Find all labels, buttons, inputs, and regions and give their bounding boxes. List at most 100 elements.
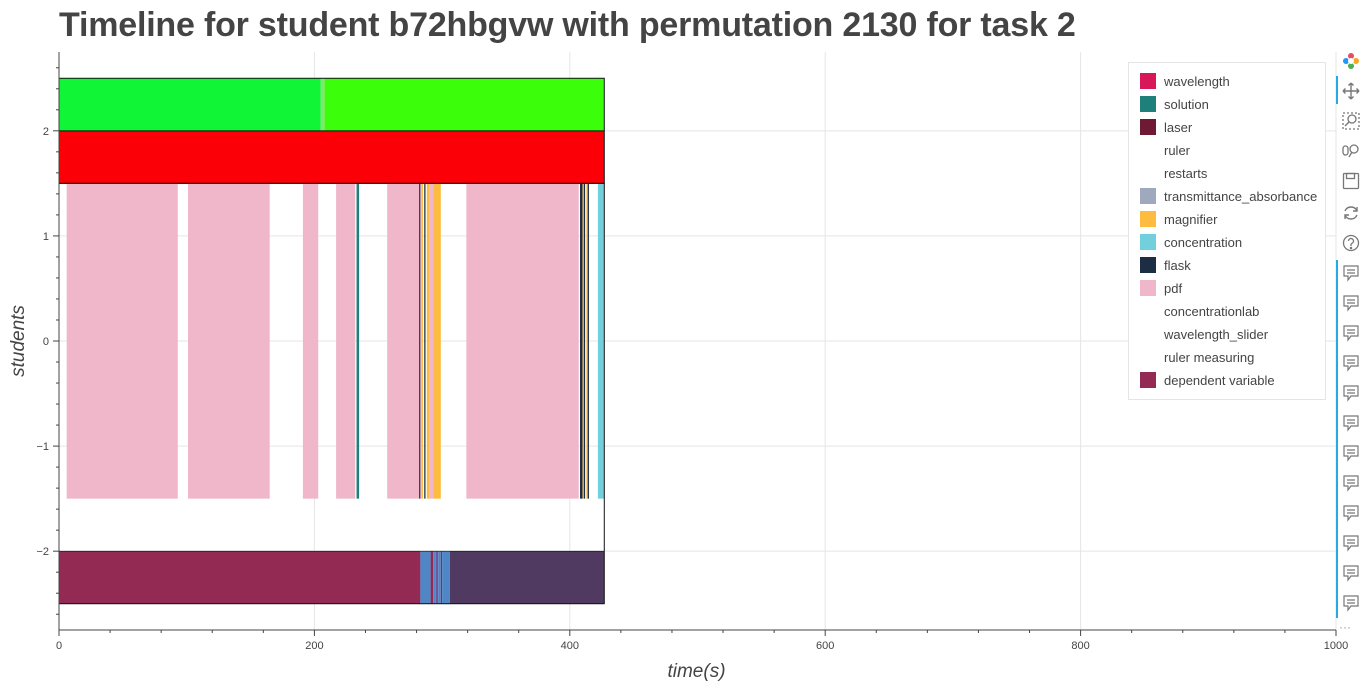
timeline-segment-actions: [586, 183, 588, 499]
legend-label: restarts: [1164, 165, 1208, 181]
x-tick-label: 400: [561, 640, 579, 652]
axes: [53, 52, 1337, 636]
legend-swatch: [1140, 211, 1156, 227]
y-tick-label: −1: [36, 441, 49, 453]
legend-swatch: [1140, 257, 1156, 273]
legend-swatch: [1140, 280, 1156, 296]
legend-label: ruler measuring: [1164, 349, 1255, 365]
y-tick-label: −2: [36, 546, 49, 558]
legend-label: laser: [1164, 119, 1193, 135]
legend-label: dependent variable: [1164, 372, 1275, 388]
timeline-segment-dependent: [438, 551, 441, 604]
timeline-segment-dependent: [449, 551, 605, 604]
box-zoom-icon[interactable]: [1340, 110, 1362, 132]
legend-item[interactable]: ruler measuring: [1140, 347, 1254, 367]
timeline-segment-actions: [583, 183, 586, 499]
legend-item[interactable]: pdf: [1140, 278, 1182, 298]
toolbar: ···: [1336, 48, 1366, 638]
legend-swatch: [1140, 96, 1156, 112]
legend-item[interactable]: solution: [1140, 94, 1209, 114]
legend-label: ruler: [1164, 142, 1191, 158]
legend-swatch: [1140, 73, 1156, 89]
hover-icon[interactable]: [1340, 262, 1362, 284]
timeline-bands: [58, 77, 605, 605]
legend-item[interactable]: laser: [1140, 117, 1192, 137]
legend-label: concentration: [1164, 234, 1243, 250]
legend-label: concentrationlab: [1164, 303, 1260, 319]
y-tick-label: 0: [43, 336, 49, 348]
legend-item[interactable]: magnifier: [1140, 209, 1217, 229]
toolbar-active-indicator: [1336, 76, 1338, 104]
chart-title: Timeline for student b72hbgvw with permu…: [59, 6, 1076, 44]
hover-icon[interactable]: [1340, 502, 1362, 524]
toolbar-hover-indicator: [1336, 260, 1338, 618]
hover-icon[interactable]: [1340, 382, 1362, 404]
legend-label: magnifier: [1164, 211, 1218, 227]
legend-label: solution: [1164, 96, 1209, 112]
timeline-segment-actions: [580, 183, 583, 499]
hover-icon[interactable]: [1340, 592, 1362, 614]
timeline-segment-dependent: [433, 551, 436, 604]
hover-icon[interactable]: [1340, 292, 1362, 314]
timeline-segment-actions: [433, 183, 441, 499]
x-tick-label: 600: [816, 640, 834, 652]
x-tick-label: 200: [305, 640, 323, 652]
x-tick-label: 1000: [1324, 640, 1348, 652]
timeline-segment-actions: [302, 183, 319, 499]
legend-label: wavelength: [1164, 73, 1230, 89]
hover-icon[interactable]: [1340, 472, 1362, 494]
timeline-segment-dependent: [420, 551, 431, 604]
timeline-segment-actions: [582, 183, 584, 499]
legend-item[interactable]: wavelength: [1140, 71, 1230, 91]
legend-label: pdf: [1164, 280, 1183, 296]
legend-swatch: [1140, 119, 1156, 135]
y-tick-label: 2: [43, 126, 49, 138]
legend-item[interactable]: restarts: [1140, 163, 1207, 183]
legend-item[interactable]: transmittance_absorbance: [1140, 186, 1317, 206]
legend: wavelength solution laser ruler restarts tran…: [1128, 62, 1326, 400]
legend-item[interactable]: concentrationlab: [1140, 301, 1259, 321]
timeline-segment-actions: [466, 183, 579, 499]
hover-icon[interactable]: [1340, 322, 1362, 344]
timeline-segment-actions: [419, 183, 421, 499]
bokeh-logo-icon[interactable]: [1340, 50, 1362, 72]
timeline-segment-red: [59, 130, 605, 184]
legend-item[interactable]: flask: [1140, 255, 1191, 275]
timeline-segment-actions: [387, 183, 420, 499]
legend-swatch: [1140, 303, 1156, 319]
save-icon[interactable]: [1340, 170, 1362, 192]
timeline-segment-dependent: [59, 551, 421, 604]
legend-item[interactable]: concentration: [1140, 232, 1242, 252]
timeline-segment-green: [320, 78, 325, 131]
timeline-segment-actions: [356, 183, 360, 499]
timeline-segment-actions: [420, 183, 422, 499]
timeline-segment-actions: [336, 183, 356, 499]
timeline-segment-actions: [187, 183, 270, 499]
legend-swatch: [1140, 142, 1156, 158]
wheel-zoom-icon[interactable]: [1340, 140, 1362, 162]
pan-icon[interactable]: [1340, 80, 1362, 102]
hover-icon[interactable]: [1340, 562, 1362, 584]
help-icon[interactable]: [1340, 232, 1362, 254]
y-axis-label: students: [8, 305, 29, 377]
x-tick-label: 0: [56, 640, 62, 652]
timeline-segment-dependent: [442, 551, 450, 604]
timeline-segment-actions: [424, 183, 426, 499]
timeline-segment-green: [324, 78, 605, 131]
x-axis-label: time(s): [667, 661, 725, 682]
hover-icon[interactable]: [1340, 442, 1362, 464]
legend-swatch: [1140, 372, 1156, 388]
y-tick-label: 1: [43, 231, 49, 243]
reset-icon[interactable]: [1340, 202, 1362, 224]
legend-item[interactable]: ruler: [1140, 140, 1190, 160]
timeline-segment-actions: [421, 183, 423, 499]
hover-icon[interactable]: [1340, 412, 1362, 434]
legend-item[interactable]: wavelength_slider: [1140, 324, 1268, 344]
timeline-segment-green: [59, 78, 321, 131]
legend-swatch: [1140, 188, 1156, 204]
hover-icon[interactable]: [1340, 352, 1362, 374]
hover-icon[interactable]: [1340, 532, 1362, 554]
legend-item[interactable]: dependent variable: [1140, 370, 1275, 390]
toolbar-more-button[interactable]: ···: [1339, 620, 1351, 634]
